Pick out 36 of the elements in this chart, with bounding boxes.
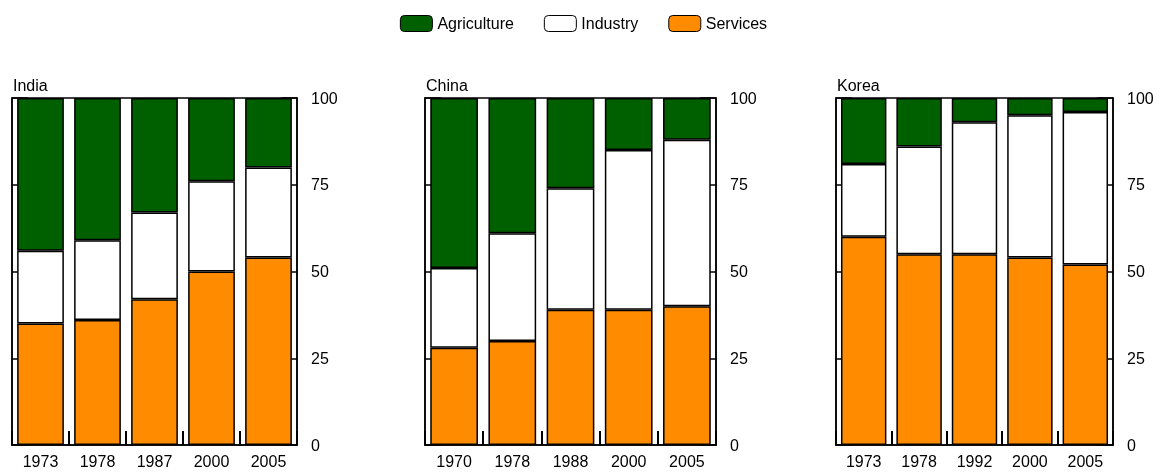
- x-tick-label: 1988: [552, 452, 589, 470]
- y-tick-label: 0: [311, 436, 320, 454]
- y-tick-label: 25: [730, 349, 748, 367]
- chart-title: Korea: [837, 76, 880, 94]
- legend-label: Industry: [581, 15, 639, 32]
- x-tick-label: 1970: [436, 452, 472, 470]
- x-tick-label: 2005: [669, 452, 705, 470]
- y-tick-label: 75: [311, 176, 329, 194]
- legend-label: Services: [705, 15, 768, 32]
- x-tick-label: 2000: [1012, 452, 1048, 470]
- x-tick-label: 2000: [610, 452, 647, 470]
- x-tick-label: 1978: [79, 452, 116, 470]
- y-tick-label: 25: [311, 349, 329, 367]
- legend-label: Agriculture: [437, 15, 514, 32]
- x-tick-label: 1973: [845, 452, 882, 470]
- x-tick-label: 1978: [901, 452, 937, 470]
- y-tick-label: 50: [311, 263, 329, 280]
- y-tick-label: 100: [730, 89, 757, 107]
- x-tick-label: 2000: [193, 452, 230, 470]
- y-tick-label: 0: [730, 436, 739, 454]
- y-tick-label: 75: [1127, 176, 1145, 194]
- x-tick-label: 1992: [956, 452, 993, 470]
- y-tick-label: 25: [1127, 349, 1145, 367]
- x-tick-label: 1987: [136, 452, 173, 470]
- x-tick-label: 1973: [22, 452, 59, 470]
- y-tick-label: 50: [730, 263, 748, 280]
- y-tick-label: 50: [1127, 263, 1145, 280]
- chart-title: China: [426, 76, 468, 94]
- x-tick-label: 2005: [1067, 452, 1104, 470]
- x-tick-label: 1978: [494, 452, 531, 470]
- y-tick-label: 100: [311, 89, 338, 107]
- y-tick-label: 75: [730, 176, 748, 194]
- chart-title: India: [13, 76, 48, 94]
- y-tick-label: 100: [1127, 89, 1154, 107]
- x-tick-label: 2005: [250, 452, 287, 470]
- y-tick-label: 0: [1127, 436, 1136, 454]
